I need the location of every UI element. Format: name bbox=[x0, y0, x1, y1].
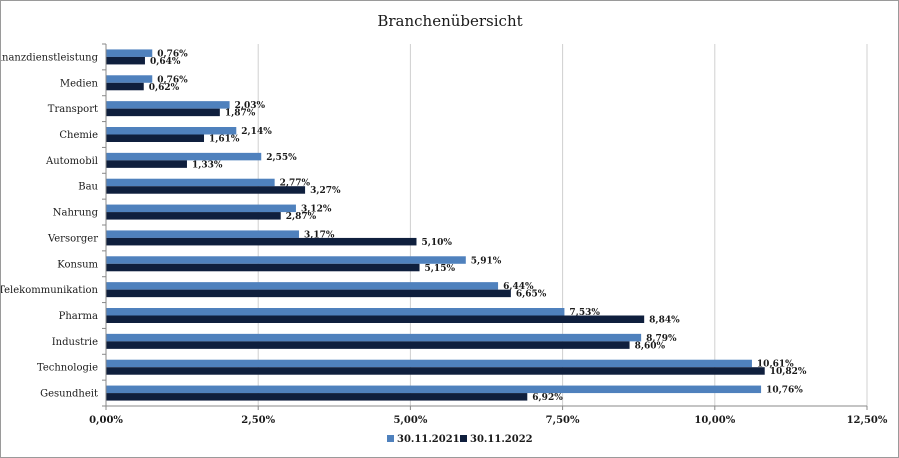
data-label: 6,92% bbox=[532, 393, 563, 403]
category-label: Technologie bbox=[37, 363, 98, 374]
category-label: Finanzdienstleistung bbox=[1, 52, 99, 63]
bar bbox=[106, 282, 499, 290]
category-label: Chemie bbox=[59, 130, 98, 141]
data-label: 2,55% bbox=[266, 153, 297, 163]
data-label: 0,76% bbox=[157, 75, 188, 85]
axis: Finanzdienstleistung Medien Transport Chemi… bbox=[1, 43, 888, 426]
data-label: 5,91% bbox=[471, 256, 502, 266]
category-label: Industrie bbox=[52, 337, 98, 348]
legend-swatch bbox=[387, 435, 394, 442]
data-label: 5,10% bbox=[421, 238, 452, 248]
category-label: Automobil bbox=[45, 156, 98, 167]
data-label: 7,53% bbox=[569, 308, 600, 318]
bar bbox=[106, 237, 417, 246]
data-label: 6,65% bbox=[516, 290, 547, 300]
data-label: 3,12% bbox=[301, 205, 332, 215]
legend-label: 30.11.2021 bbox=[397, 434, 460, 445]
bar bbox=[106, 56, 145, 65]
bar bbox=[106, 256, 466, 264]
x-tick-label: 7,50% bbox=[546, 415, 580, 426]
data-label: 1,87% bbox=[225, 109, 256, 119]
bar bbox=[106, 359, 752, 368]
bar bbox=[106, 152, 262, 161]
x-tick-label: 5,00% bbox=[393, 415, 427, 426]
bar bbox=[106, 212, 281, 220]
bar bbox=[106, 341, 630, 349]
bar bbox=[106, 82, 144, 91]
category-label: Bau bbox=[78, 182, 98, 193]
chart-title: Branchenübersicht bbox=[377, 12, 522, 30]
bar bbox=[106, 393, 528, 401]
data-label: 10,82% bbox=[770, 367, 807, 377]
gridlines bbox=[257, 44, 868, 406]
bar bbox=[106, 315, 645, 323]
data-label: 2,03% bbox=[235, 101, 266, 111]
legend-label: 30.11.2022 bbox=[470, 434, 533, 445]
bar bbox=[106, 333, 642, 342]
bar bbox=[106, 101, 230, 109]
bar bbox=[106, 49, 153, 57]
category-label: Transport bbox=[48, 104, 98, 115]
bar bbox=[106, 186, 306, 194]
data-label: 2,14% bbox=[241, 127, 272, 137]
legend-swatch bbox=[460, 435, 467, 442]
bar bbox=[106, 75, 153, 83]
bar bbox=[106, 289, 511, 298]
data-label: 3,17% bbox=[304, 230, 335, 240]
data-label: 0,64% bbox=[150, 57, 181, 67]
x-tick-label: 0,00% bbox=[89, 415, 123, 426]
data-label: 0,76% bbox=[157, 49, 188, 59]
bar bbox=[106, 263, 420, 272]
data-label: 6,44% bbox=[503, 282, 534, 292]
data-label: 0,62% bbox=[149, 83, 180, 93]
category-label: Nahrung bbox=[53, 208, 99, 219]
x-tick-label: 12,50% bbox=[847, 415, 888, 426]
category-label: Telekommunikation bbox=[1, 285, 99, 296]
x-tick-label: 10,00% bbox=[694, 415, 735, 426]
bar bbox=[106, 178, 275, 187]
bar bbox=[106, 367, 765, 375]
bar bbox=[106, 308, 565, 316]
data-label: 8,84% bbox=[649, 316, 680, 326]
category-label: Medien bbox=[60, 78, 99, 89]
bar bbox=[106, 204, 296, 213]
category-label: Versorger bbox=[47, 233, 98, 244]
data-label: 1,61% bbox=[209, 135, 240, 145]
data-label: 1,33% bbox=[192, 160, 223, 170]
legend: 30.11.2021 30.11.2022 bbox=[387, 434, 533, 445]
category-label: Pharma bbox=[59, 311, 98, 322]
bar bbox=[106, 385, 762, 394]
category-label: Konsum bbox=[57, 259, 98, 270]
bar bbox=[106, 108, 220, 117]
data-label: 10,76% bbox=[766, 386, 803, 396]
category-label: Gesundheit bbox=[40, 389, 98, 400]
x-tick-label: 2,50% bbox=[241, 415, 275, 426]
bar bbox=[106, 230, 299, 238]
data-label: 10,61% bbox=[757, 360, 794, 370]
bars: 0,76%0,64%0,76%0,62%2,03%1,87%2,14%1,61%… bbox=[106, 49, 807, 403]
data-label: 2,77% bbox=[280, 179, 311, 189]
bar bbox=[106, 134, 205, 142]
bar bbox=[106, 127, 237, 135]
data-label: 5,15% bbox=[425, 264, 456, 274]
data-label: 8,60% bbox=[635, 341, 666, 351]
bar bbox=[106, 160, 187, 168]
data-label: 2,87% bbox=[286, 212, 317, 222]
data-label: 3,27% bbox=[310, 186, 341, 196]
data-label: 8,79% bbox=[646, 334, 677, 344]
